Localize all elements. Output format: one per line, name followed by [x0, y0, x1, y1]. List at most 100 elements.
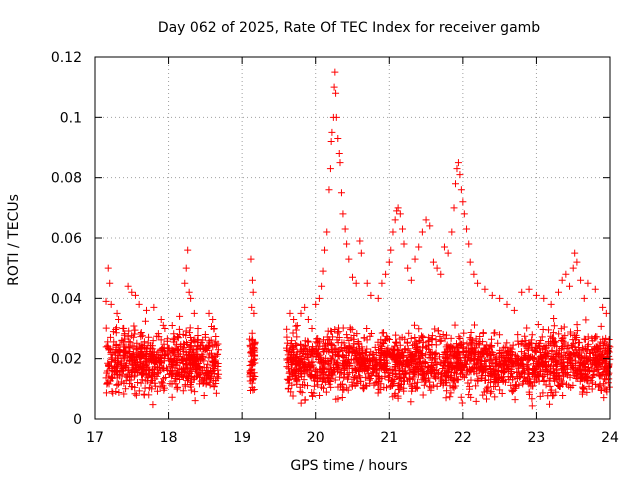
data-point	[479, 329, 487, 337]
data-point	[396, 359, 404, 367]
data-point	[161, 325, 169, 332]
data-point	[520, 354, 528, 362]
data-point	[355, 353, 363, 361]
data-point	[130, 333, 138, 341]
data-point	[467, 376, 475, 384]
data-point	[488, 291, 496, 299]
data-point	[524, 352, 532, 360]
data-point	[336, 346, 344, 354]
data-point	[360, 355, 368, 363]
data-point	[196, 356, 204, 364]
data-point	[361, 348, 369, 356]
data-point	[201, 331, 209, 339]
data-point	[546, 382, 554, 390]
data-point	[571, 249, 579, 257]
data-point	[496, 331, 504, 339]
data-point	[340, 353, 348, 361]
data-point	[591, 285, 599, 293]
data-point	[122, 385, 130, 393]
data-point	[448, 228, 456, 236]
data-point	[472, 335, 480, 343]
data-point	[375, 378, 383, 386]
data-point	[427, 384, 435, 392]
data-point	[602, 309, 610, 317]
data-point	[314, 351, 322, 359]
data-point	[485, 351, 493, 359]
data-point	[324, 374, 332, 382]
data-point	[289, 392, 297, 400]
data-point	[580, 384, 588, 392]
data-point	[319, 336, 327, 344]
x-tick-label: 20	[307, 430, 325, 446]
data-point	[443, 353, 451, 361]
data-point	[573, 327, 581, 335]
data-point	[518, 361, 526, 369]
data-point	[334, 395, 342, 403]
data-point	[486, 389, 494, 397]
data-point	[542, 366, 550, 374]
data-point	[418, 376, 426, 384]
data-point	[174, 334, 182, 342]
data-point	[367, 291, 375, 299]
data-point	[315, 294, 323, 302]
data-point	[309, 361, 317, 369]
data-point	[348, 378, 356, 386]
data-point	[247, 255, 255, 263]
data-point	[372, 369, 380, 377]
data-point	[295, 360, 303, 368]
data-point	[284, 385, 292, 393]
data-point	[292, 322, 300, 330]
data-point	[470, 270, 478, 278]
data-point	[392, 331, 400, 339]
data-point	[479, 391, 487, 399]
data-point	[321, 344, 329, 352]
y-axis-label: ROTI / TECUs	[6, 194, 22, 286]
data-point	[334, 351, 342, 359]
data-point	[130, 322, 138, 330]
data-point	[308, 372, 316, 380]
data-point	[247, 349, 255, 357]
data-point	[301, 337, 309, 345]
data-point	[325, 186, 333, 194]
data-point	[467, 329, 475, 337]
data-point	[301, 303, 309, 311]
data-point	[599, 303, 607, 311]
data-point	[580, 294, 588, 302]
data-point	[563, 365, 571, 373]
data-point	[577, 369, 585, 377]
data-point	[168, 358, 176, 366]
data-point	[416, 336, 424, 344]
data-point	[561, 332, 569, 340]
data-point	[115, 388, 123, 396]
data-point	[250, 359, 258, 367]
data-point	[521, 332, 529, 340]
data-point	[145, 333, 153, 341]
data-point	[476, 338, 484, 346]
data-point	[194, 336, 202, 344]
data-point	[433, 382, 441, 390]
data-point	[554, 371, 562, 379]
data-point	[513, 359, 521, 367]
y-tick-label: 0.04	[51, 291, 82, 307]
data-point	[565, 351, 573, 359]
data-point	[412, 362, 420, 370]
data-point	[181, 279, 189, 287]
data-point	[454, 363, 462, 371]
data-point	[157, 315, 165, 323]
data-point	[390, 367, 398, 375]
data-point	[474, 376, 482, 384]
data-point	[528, 336, 536, 344]
data-point	[381, 372, 389, 380]
data-point	[363, 345, 371, 353]
data-point	[480, 367, 488, 375]
data-point	[370, 354, 378, 362]
data-point	[168, 393, 176, 401]
data-point	[422, 351, 430, 359]
data-point	[283, 363, 291, 371]
data-point	[205, 309, 213, 317]
data-point	[515, 340, 523, 348]
data-point	[407, 398, 415, 406]
data-point	[109, 389, 117, 397]
data-point	[419, 359, 427, 367]
